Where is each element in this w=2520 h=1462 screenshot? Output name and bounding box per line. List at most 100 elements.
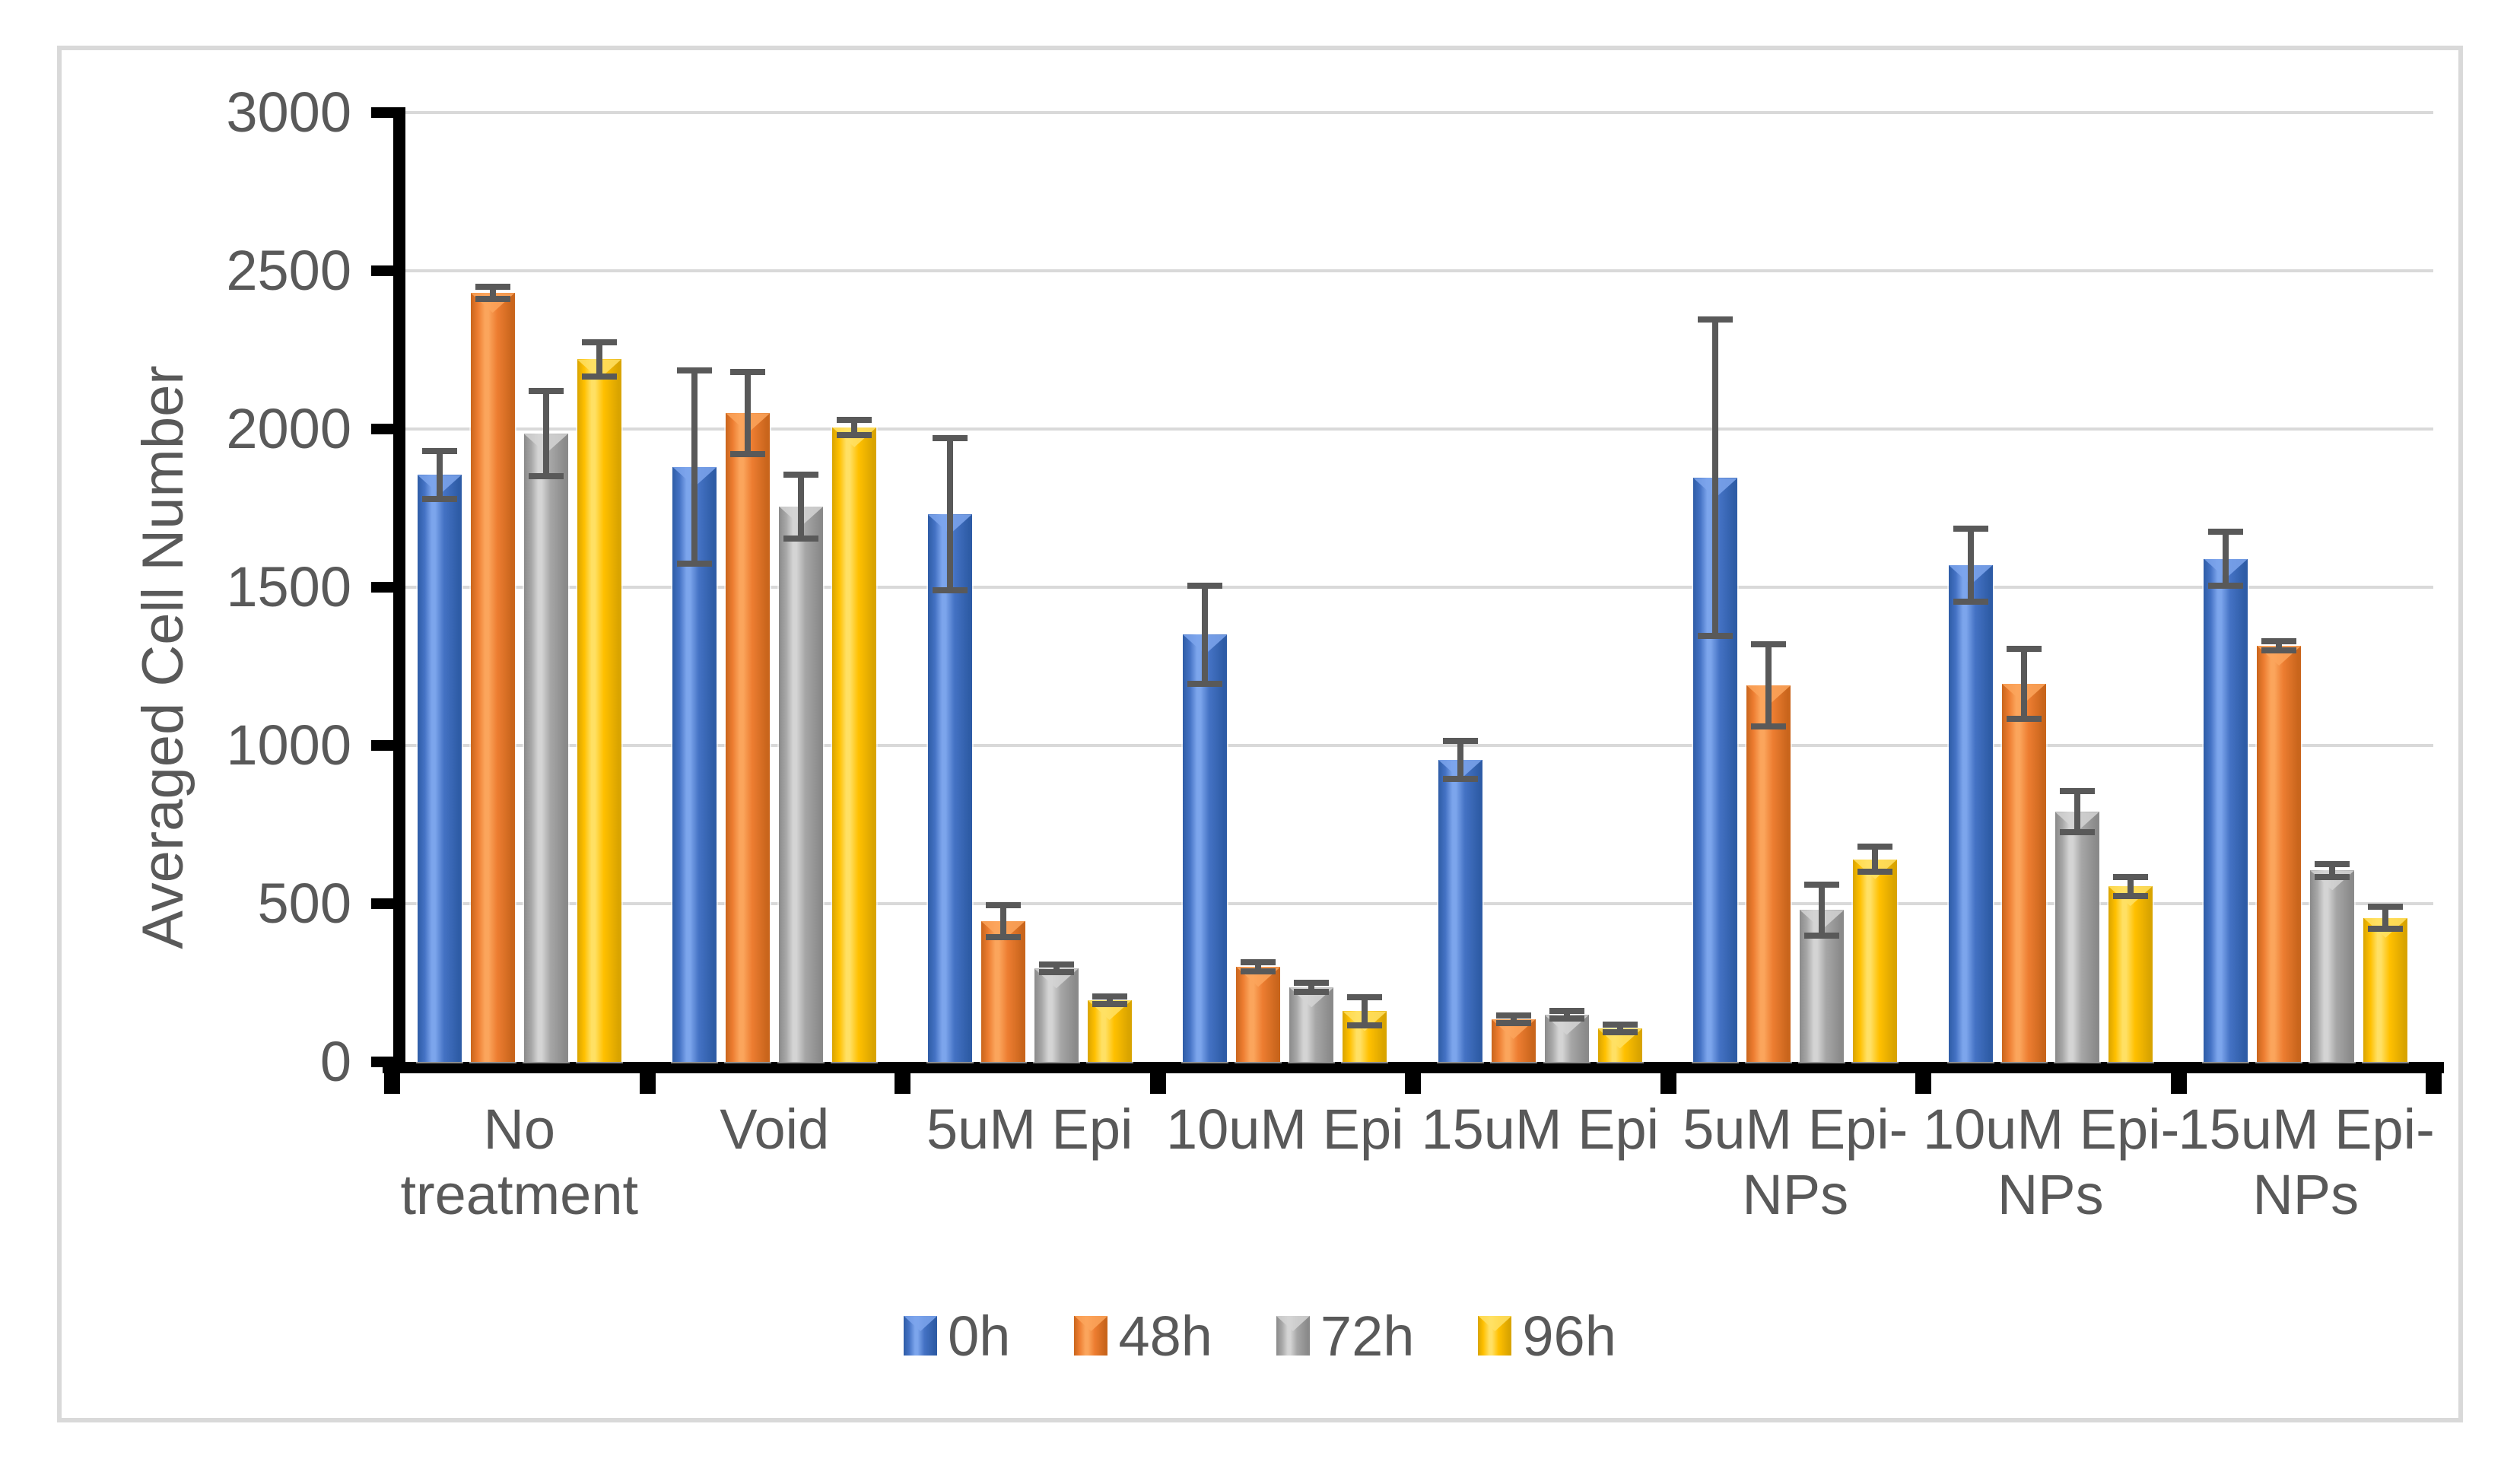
error-bar-cap-bottom (1751, 723, 1787, 730)
x-axis-tick (1149, 1073, 1166, 1094)
category-label-No treatment: No treatment (392, 1097, 647, 1228)
bar-48h-5uM Epi-NPs (1746, 685, 1791, 1062)
error-bar-cap-bottom (421, 495, 457, 502)
bar-0h-No treatment (417, 475, 462, 1062)
error-bar-cap-top (932, 435, 968, 442)
legend-swatch-notch (904, 1316, 938, 1331)
error-bar-cap-bottom (2368, 926, 2404, 933)
error-bar-line (798, 475, 805, 539)
error-bar-line (596, 342, 602, 377)
error-bar-cap-top (528, 388, 564, 395)
error-bar-cap-top (1953, 526, 1988, 532)
error-bar-line (2223, 532, 2229, 586)
legend-item-0h: 0h (904, 1304, 1010, 1368)
error-bar-line (2127, 876, 2134, 896)
error-bar-cap-top (1495, 1012, 1531, 1019)
legend-item-48h: 48h (1074, 1304, 1212, 1368)
gridline (392, 744, 2433, 747)
legend-label: 96h (1522, 1304, 1616, 1368)
error-bar-cap-top (783, 472, 819, 478)
category-label-line: treatment (400, 1163, 639, 1226)
x-axis-tick (1915, 1073, 1931, 1094)
error-bar-line (1872, 847, 1879, 872)
error-bar-cap-bottom (2315, 873, 2350, 880)
y-axis-tick (371, 424, 394, 434)
y-axis-title: Averaged Cell Number (131, 365, 195, 949)
error-bar-cap-bottom (1549, 1015, 1584, 1022)
category-label-15uM Epi-NPs: 15uM Epi- NPs (2178, 1097, 2435, 1228)
gridline (392, 586, 2433, 589)
error-bar-line (1457, 740, 1463, 779)
error-bar-cap-bottom (1495, 1019, 1531, 1026)
error-bar-cap-bottom (2261, 647, 2297, 654)
category-label-line: No (483, 1098, 556, 1161)
legend-swatch-icon (1478, 1316, 1512, 1356)
y-axis-tick (371, 740, 394, 751)
legend-swatch-icon (1074, 1316, 1108, 1356)
x-axis-line (383, 1062, 2444, 1073)
error-bar-cap-bottom (1241, 968, 1276, 975)
legend-item-72h: 72h (1276, 1304, 1414, 1368)
bar-48h-15uM Epi-NPs (2257, 645, 2302, 1062)
category-label-5uM Epi-NPs: 5uM Epi- NPs (1668, 1097, 1924, 1228)
error-bar-cap-top (2112, 873, 2148, 880)
bar-72h-5uM Epi (1034, 968, 1079, 1062)
x-axis-tick (1405, 1073, 1421, 1094)
error-bar-cap-bottom (837, 432, 872, 439)
error-bar-cap-bottom (1038, 969, 1074, 976)
x-axis-tick (639, 1073, 656, 1094)
error-bar-line (1510, 1015, 1517, 1023)
error-bar-cap-top (1857, 844, 1893, 850)
gridline (392, 427, 2433, 431)
error-bar-cap-bottom (1442, 775, 1478, 782)
error-bar-cap-bottom (2059, 829, 2095, 836)
error-bar-line (691, 370, 698, 564)
category-label-10uM Epi: 10uM Epi (1158, 1097, 1413, 1162)
error-bar-cap-bottom (581, 373, 617, 380)
error-bar-cap-top (1187, 582, 1223, 589)
bar-72h-10uM Epi (1289, 987, 1334, 1062)
error-bar-cap-top (1347, 993, 1383, 1000)
error-bar-cap-bottom (985, 933, 1021, 940)
error-bar-cap-top (2261, 637, 2297, 644)
error-bar-line (1616, 1025, 1623, 1033)
category-label-line: Void (720, 1098, 830, 1161)
gridline (392, 111, 2433, 114)
error-bar-cap-top (677, 367, 713, 374)
error-bar-line (2074, 791, 2080, 833)
bar-48h-15uM Epi (1491, 1019, 1536, 1062)
error-bar-cap-bottom (2208, 582, 2244, 589)
x-axis-tick (384, 1073, 400, 1094)
error-bar-cap-top (2368, 904, 2404, 911)
x-axis-tick (895, 1073, 910, 1094)
legend-swatch-notch (1074, 1316, 1108, 1331)
bar-96h-No treatment (577, 359, 621, 1062)
error-bar-cap-bottom (677, 560, 713, 567)
bar-72h-10uM Epi-NPs (2054, 812, 2099, 1062)
bar-96h-Void (832, 427, 877, 1062)
error-bar-line (2382, 907, 2389, 930)
error-bar-cap-bottom (932, 587, 968, 594)
category-label-15uM Epi: 15uM Epi (1413, 1097, 1668, 1162)
x-axis-tick (2426, 1073, 2442, 1094)
error-bar-line (1308, 983, 1315, 993)
y-tick-label: 2500 (226, 239, 351, 302)
error-bar-line (2276, 640, 2283, 651)
error-bar-line (1106, 996, 1113, 1004)
error-bar-cap-bottom (1953, 598, 1988, 605)
category-label-line: 15uM Epi- (2178, 1098, 2435, 1161)
error-bar-cap-bottom (2006, 715, 2042, 722)
bar-0h-5uM Epi (927, 514, 972, 1062)
category-label-line: 10uM Epi (1165, 1098, 1404, 1161)
bar-48h-No treatment (470, 293, 515, 1062)
y-tick-label: 1000 (226, 714, 351, 777)
error-bar-line (999, 905, 1006, 937)
error-bar-cap-top (581, 338, 617, 345)
category-label-5uM Epi: 5uM Epi (902, 1097, 1158, 1162)
legend-label: 0h (948, 1304, 1011, 1368)
error-bar-cap-top (1698, 316, 1733, 323)
error-bar-cap-bottom (783, 535, 819, 542)
error-bar-cap-bottom (2112, 892, 2148, 899)
legend: 0h 48h 72h 96h (0, 1299, 2520, 1372)
bar-96h-10uM Epi-NPs (2108, 886, 2153, 1062)
